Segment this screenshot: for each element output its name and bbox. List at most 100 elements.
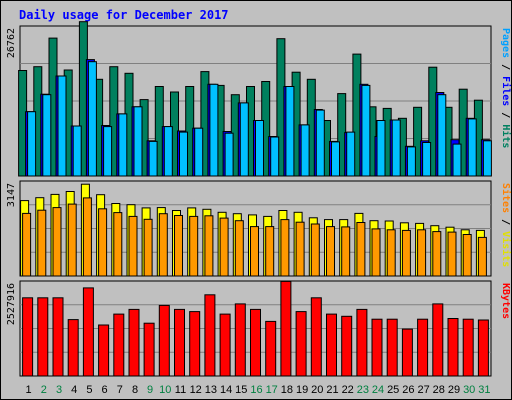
bar-kbytes-day-30: [462, 318, 474, 377]
legend-part: Pages: [500, 28, 511, 58]
series-legend-label: KBytes: [500, 283, 511, 319]
x-tick-label-day-20: 20: [311, 384, 323, 396]
legend-part: Visits: [500, 231, 512, 267]
bar-sites-day-19: [295, 221, 305, 277]
bar-kbytes-day-31: [477, 319, 489, 377]
bar-sites-day-28: [432, 231, 442, 277]
bar-kbytes-day-21: [326, 313, 337, 377]
x-tick-label-day-18: 18: [281, 384, 293, 396]
bar-pages-day-27: [422, 142, 432, 177]
x-tick-label-day-3: 3: [56, 384, 62, 396]
x-tick-label-day-23: 23: [357, 384, 369, 396]
bar-kbytes-day-18: [280, 280, 292, 377]
bar-kbytes-day-28: [432, 303, 444, 377]
bar-sites-day-10: [158, 213, 168, 277]
bar-sites-day-18: [280, 219, 290, 277]
chart-title: Daily usage for December 2017: [19, 8, 229, 22]
bar-pages-day-1: [27, 111, 37, 177]
legend-part: /: [500, 106, 511, 124]
series-legend-label: Pages / Files / Hits: [500, 28, 512, 148]
legend-part: Files: [500, 76, 512, 106]
x-tick-label-day-25: 25: [387, 384, 399, 396]
bar-sites-day-13: [204, 215, 214, 277]
bar-sites-day-17: [265, 226, 275, 277]
bar-kbytes-day-17: [265, 320, 277, 377]
legend-part: /: [500, 213, 511, 231]
bar-pages-day-12: [194, 127, 204, 177]
x-tick-label-day-31: 31: [478, 384, 490, 396]
x-tick-label-day-13: 13: [205, 384, 217, 396]
bar-kbytes-day-15: [234, 303, 246, 377]
bar-sites-day-22: [341, 226, 351, 277]
bar-kbytes-day-11: [174, 308, 185, 377]
x-tick-label-day-6: 6: [102, 384, 108, 396]
bar-pages-day-21: [331, 141, 340, 177]
bar-pages-day-8: [133, 106, 143, 177]
bar-sites-day-5: [82, 197, 92, 277]
x-tick-label-day-26: 26: [402, 384, 414, 396]
bar-sites-day-25: [386, 229, 396, 277]
y-max-tick-label: 3147: [6, 183, 17, 207]
bar-kbytes-day-29: [447, 318, 459, 377]
bar-sites-day-21: [326, 226, 335, 277]
x-tick-label-day-21: 21: [326, 384, 338, 396]
bar-kbytes-day-12: [189, 311, 201, 377]
bar-pages-day-28: [437, 94, 447, 177]
x-tick-label-day-15: 15: [235, 384, 247, 396]
bar-pages-day-26: [406, 146, 416, 177]
x-axis-day-labels: 1 2 3 4 5 6 7 8 9 10 11 12 13 14 15 16 17 18 19 20 21 22 23 24 2…: [26, 384, 491, 396]
bar-pages-day-3: [57, 75, 67, 177]
bar-pages-day-19: [300, 124, 310, 177]
x-tick-label-day-11: 11: [175, 384, 186, 396]
y-max-tick-label: 26762: [6, 28, 17, 58]
x-tick-label-day-7: 7: [117, 384, 123, 396]
bar-kbytes-day-6: [98, 324, 110, 377]
bar-sites-day-20: [310, 223, 320, 277]
bar-sites-day-2: [37, 209, 47, 277]
bar-pages-day-14: [224, 132, 234, 177]
bar-kbytes-day-7: [113, 313, 125, 377]
bar-kbytes-day-8: [128, 308, 140, 377]
bar-sites-day-6: [98, 208, 108, 277]
bar-pages-day-2: [42, 94, 52, 177]
bar-kbytes-day-13: [204, 294, 216, 377]
bar-kbytes-day-25: [386, 318, 398, 377]
bar-pages-day-22: [346, 131, 356, 177]
bar-kbytes-day-16: [250, 308, 261, 377]
bar-sites-day-29: [447, 231, 457, 277]
x-tick-label-day-29: 29: [448, 384, 460, 396]
bar-pages-day-11: [179, 131, 188, 177]
bar-sites-day-27: [417, 229, 427, 277]
bar-sites-day-7: [113, 212, 123, 277]
x-tick-label-day-9: 9: [147, 384, 153, 396]
bar-pages-day-9: [148, 140, 158, 177]
bar-sites-day-4: [67, 203, 77, 277]
bar-sites-day-31: [477, 236, 487, 277]
bar-kbytes-day-20: [310, 297, 322, 377]
bar-kbytes-day-24: [371, 318, 383, 377]
y-max-tick-label: 2527916: [6, 283, 17, 325]
bar-pages-day-15: [239, 102, 249, 177]
bar-sites-day-11: [174, 215, 183, 277]
x-tick-label-day-27: 27: [417, 384, 429, 396]
legend-part: Hits: [500, 124, 512, 148]
x-tick-label-day-24: 24: [372, 384, 384, 396]
x-tick-label-day-14: 14: [220, 384, 232, 396]
bar-kbytes-day-9: [143, 322, 155, 377]
x-tick-label-day-4: 4: [71, 384, 77, 396]
x-tick-label-day-2: 2: [41, 384, 47, 396]
bar-sites-day-12: [189, 215, 199, 277]
x-tick-label-day-22: 22: [342, 384, 354, 396]
bar-kbytes-day-1: [22, 297, 34, 377]
bar-sites-day-16: [250, 226, 259, 277]
x-tick-label-day-12: 12: [190, 384, 202, 396]
bar-kbytes-day-14: [219, 313, 231, 377]
bar-pages-day-6: [103, 126, 113, 177]
bar-kbytes-day-3: [52, 297, 64, 377]
bar-pages-day-29: [452, 143, 462, 177]
bar-pages-day-13: [209, 83, 219, 177]
series-legend-label: Sites / Visits: [500, 183, 512, 267]
bar-pages-day-31: [482, 140, 492, 177]
bar-pages-day-18: [285, 86, 295, 177]
bar-pages-day-25: [391, 119, 401, 177]
